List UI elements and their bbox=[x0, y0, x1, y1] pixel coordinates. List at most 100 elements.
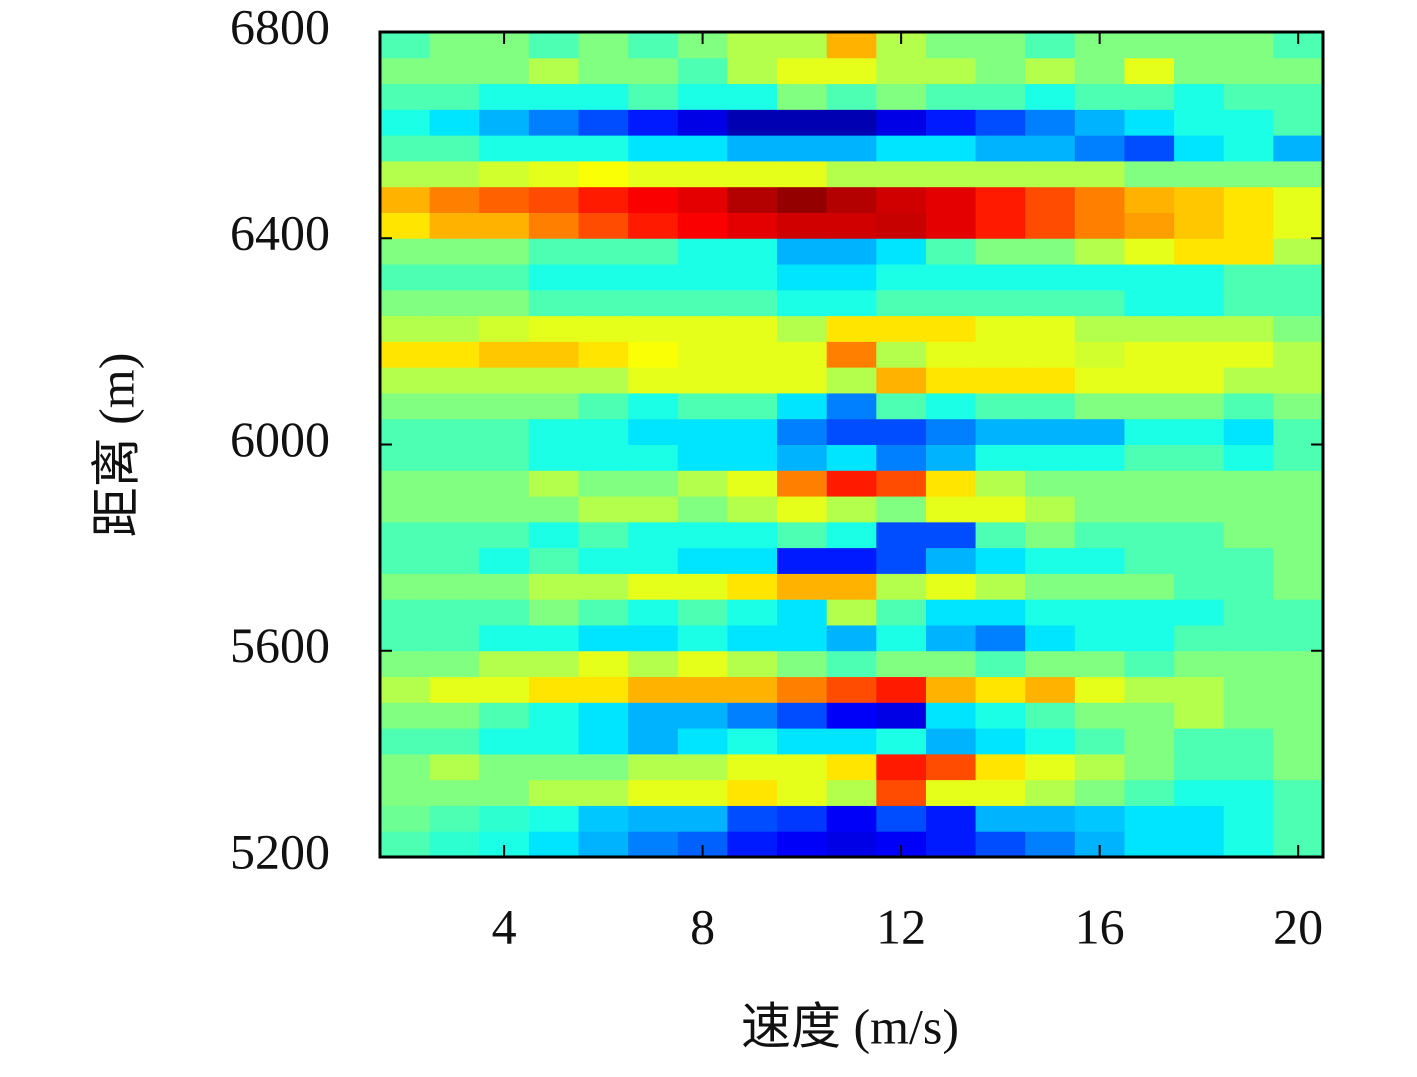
cell bbox=[677, 264, 728, 291]
cell bbox=[876, 728, 927, 755]
cell bbox=[528, 521, 580, 549]
cell bbox=[479, 289, 530, 317]
cell bbox=[1124, 624, 1175, 652]
cell bbox=[777, 470, 828, 497]
cell bbox=[1025, 341, 1076, 368]
cell bbox=[528, 702, 580, 729]
cell bbox=[1273, 624, 1324, 652]
cell bbox=[876, 135, 927, 162]
cell bbox=[578, 599, 629, 626]
cell bbox=[1174, 676, 1225, 703]
cell bbox=[380, 367, 431, 394]
cell bbox=[727, 676, 778, 703]
cell bbox=[1273, 676, 1324, 703]
cell bbox=[876, 470, 927, 497]
cell bbox=[1025, 32, 1076, 59]
cell bbox=[578, 702, 629, 729]
cell bbox=[380, 650, 431, 678]
cell bbox=[727, 831, 778, 858]
cell bbox=[628, 289, 679, 317]
cell bbox=[1025, 264, 1076, 291]
cell bbox=[429, 32, 480, 59]
cell bbox=[1074, 702, 1125, 729]
cell bbox=[1223, 573, 1274, 600]
cell bbox=[925, 521, 977, 549]
cell bbox=[1174, 470, 1225, 497]
cell bbox=[429, 599, 480, 626]
cell bbox=[925, 315, 977, 342]
cell bbox=[975, 831, 1026, 858]
cell bbox=[429, 444, 480, 471]
cell bbox=[380, 83, 431, 110]
cell bbox=[826, 676, 877, 703]
cell bbox=[528, 264, 580, 291]
cell bbox=[1074, 444, 1125, 471]
cell bbox=[578, 32, 629, 59]
cell bbox=[628, 264, 679, 291]
cell bbox=[1273, 57, 1324, 85]
cell bbox=[578, 470, 629, 497]
cell bbox=[727, 289, 778, 317]
cell bbox=[975, 753, 1026, 781]
cell bbox=[727, 444, 778, 471]
cell bbox=[1174, 831, 1225, 858]
cell bbox=[628, 624, 679, 652]
cell bbox=[528, 599, 580, 626]
cell bbox=[1124, 702, 1175, 729]
cell bbox=[1273, 650, 1324, 678]
cell bbox=[925, 418, 977, 445]
cell bbox=[1124, 676, 1175, 703]
cell bbox=[925, 32, 977, 59]
cell bbox=[1074, 160, 1125, 188]
cell bbox=[677, 676, 728, 703]
cell bbox=[777, 212, 828, 239]
cell bbox=[1074, 109, 1125, 136]
cell bbox=[1223, 392, 1274, 420]
cell bbox=[727, 367, 778, 394]
cell bbox=[628, 676, 679, 703]
cell bbox=[1074, 753, 1125, 781]
cell bbox=[1273, 496, 1324, 523]
cell bbox=[1223, 264, 1274, 291]
cell bbox=[1124, 470, 1175, 497]
cell bbox=[380, 32, 431, 59]
cell bbox=[1273, 186, 1324, 213]
cell bbox=[777, 831, 828, 858]
cell bbox=[1273, 702, 1324, 729]
cell bbox=[578, 650, 629, 678]
cell bbox=[1025, 392, 1076, 420]
x-tick-label: 8 bbox=[690, 898, 715, 954]
cell bbox=[1124, 83, 1175, 110]
cell bbox=[1174, 264, 1225, 291]
cell bbox=[727, 315, 778, 342]
cell bbox=[578, 160, 629, 188]
cell bbox=[1124, 32, 1175, 59]
cell bbox=[1223, 624, 1274, 652]
cell bbox=[1074, 805, 1125, 832]
cell bbox=[777, 418, 828, 445]
cell bbox=[876, 392, 927, 420]
cell bbox=[826, 289, 877, 317]
cell bbox=[677, 212, 728, 239]
cell bbox=[578, 341, 629, 368]
cell bbox=[578, 315, 629, 342]
x-tick-label: 20 bbox=[1273, 898, 1323, 954]
cell bbox=[628, 753, 679, 781]
cell bbox=[1223, 650, 1274, 678]
cell bbox=[380, 753, 431, 781]
cell bbox=[479, 135, 530, 162]
cell bbox=[677, 418, 728, 445]
cell bbox=[777, 573, 828, 600]
cell bbox=[826, 135, 877, 162]
cell bbox=[727, 392, 778, 420]
cell bbox=[1074, 624, 1125, 652]
cell bbox=[826, 521, 877, 549]
cell bbox=[429, 212, 480, 239]
cell bbox=[876, 444, 927, 471]
cell bbox=[1124, 264, 1175, 291]
cell bbox=[876, 315, 927, 342]
cell bbox=[479, 779, 530, 806]
cell bbox=[677, 521, 728, 549]
cell bbox=[677, 573, 728, 600]
cell bbox=[876, 599, 927, 626]
